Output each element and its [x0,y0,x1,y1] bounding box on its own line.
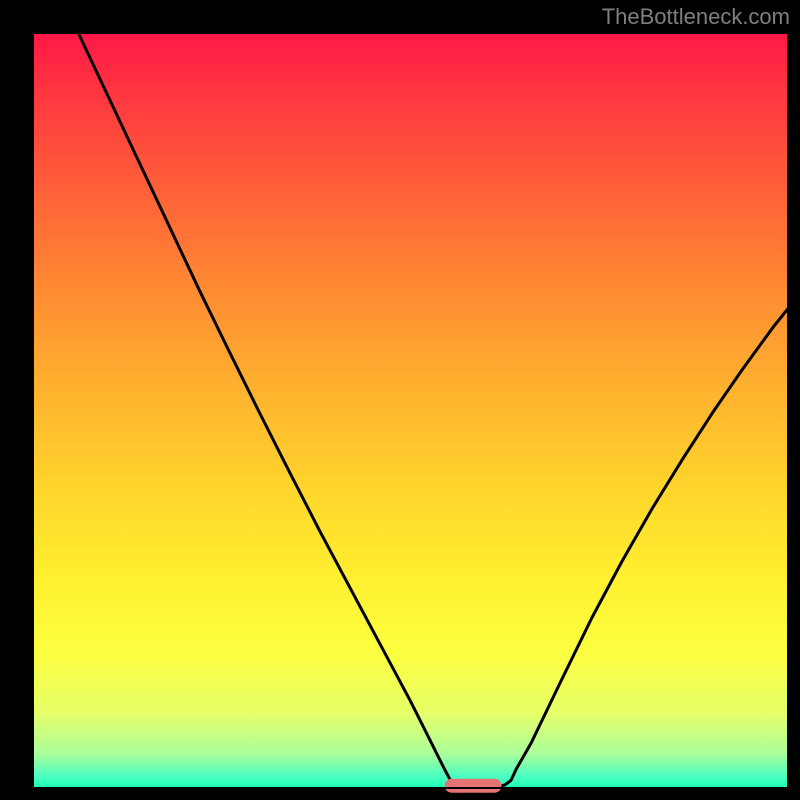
plot-background [33,33,788,788]
optimal-marker-pill [445,779,502,793]
bottleneck-chart: TheBottleneck.com [0,0,800,800]
watermark-text: TheBottleneck.com [602,4,790,30]
chart-svg [0,0,800,800]
